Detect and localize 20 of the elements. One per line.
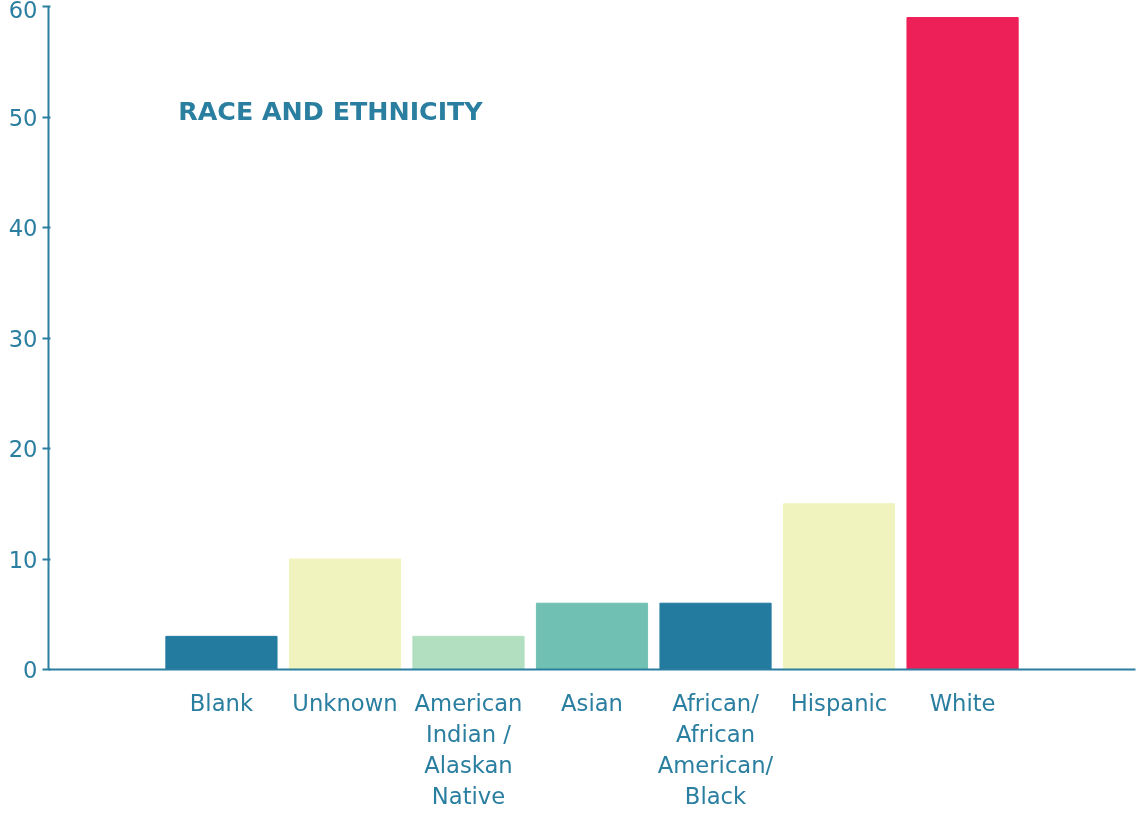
y-tick-label: 50 — [8, 104, 38, 131]
x-tick-label: American Indian / Alaskan Native — [414, 689, 523, 810]
x-tick-label: White — [929, 689, 996, 716]
y-tick-label: 60 — [8, 0, 38, 23]
y-tick-label: 0 — [23, 657, 38, 683]
x-tick-label: African/ African American/ Black — [657, 689, 774, 810]
y-tick-label: 20 — [8, 436, 38, 462]
bar — [782, 503, 896, 670]
bar — [535, 602, 649, 670]
y-tick-label: 10 — [8, 546, 38, 573]
y-tick-label: 40 — [8, 215, 38, 241]
x-tick-label: Blank — [189, 689, 254, 716]
bar — [288, 558, 402, 670]
bar — [906, 17, 1019, 670]
y-tick-label: 30 — [8, 325, 38, 352]
x-tick-label: Unknown — [292, 689, 398, 716]
x-tick-label: Asian — [561, 689, 623, 716]
x-tick-label: Hispanic — [790, 689, 888, 716]
bar — [412, 635, 525, 670]
text: RACE AND ETHNICITY — [178, 95, 484, 126]
